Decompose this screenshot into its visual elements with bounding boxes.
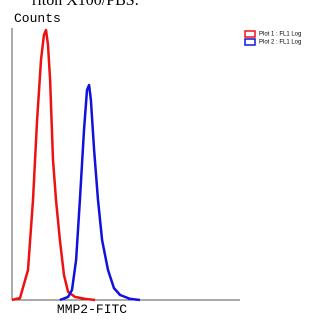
y-axis-label: Counts — [14, 11, 61, 26]
caption: riton X100/PBS. — [32, 0, 139, 9]
legend-swatch — [244, 30, 256, 38]
legend-swatch — [244, 38, 256, 46]
x-axis-label: MMP2-FITC — [57, 302, 127, 317]
legend-label: Plot 1 : FL1 Log — [259, 32, 301, 38]
legend-label: Plot 2 : FL1 Log — [259, 40, 301, 46]
histogram-line — [59, 83, 141, 302]
